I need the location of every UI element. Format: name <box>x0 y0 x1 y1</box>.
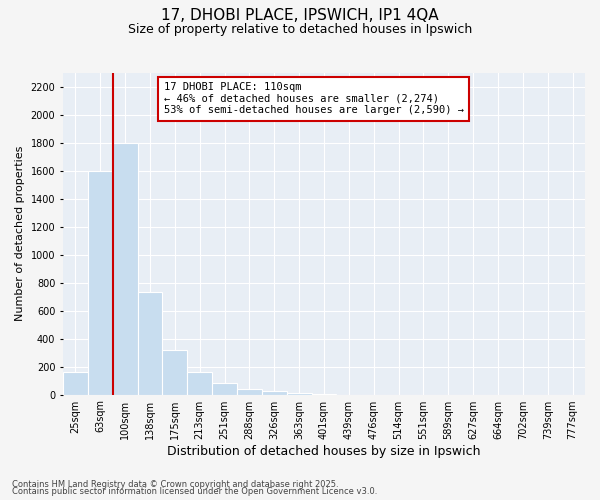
Text: Contains HM Land Registry data © Crown copyright and database right 2025.: Contains HM Land Registry data © Crown c… <box>12 480 338 489</box>
Bar <box>187 372 212 394</box>
Bar <box>237 389 262 394</box>
Text: 17, DHOBI PLACE, IPSWICH, IP1 4QA: 17, DHOBI PLACE, IPSWICH, IP1 4QA <box>161 8 439 22</box>
Text: 17 DHOBI PLACE: 110sqm
← 46% of detached houses are smaller (2,274)
53% of semi-: 17 DHOBI PLACE: 110sqm ← 46% of detached… <box>164 82 464 116</box>
Bar <box>212 384 237 394</box>
Bar <box>137 292 163 394</box>
Bar <box>163 350 187 395</box>
Bar <box>113 142 137 394</box>
Y-axis label: Number of detached properties: Number of detached properties <box>15 146 25 321</box>
Bar <box>287 393 311 394</box>
Bar <box>63 372 88 394</box>
X-axis label: Distribution of detached houses by size in Ipswich: Distribution of detached houses by size … <box>167 444 481 458</box>
Bar <box>262 391 287 394</box>
Text: Contains public sector information licensed under the Open Government Licence v3: Contains public sector information licen… <box>12 487 377 496</box>
Text: Size of property relative to detached houses in Ipswich: Size of property relative to detached ho… <box>128 22 472 36</box>
Bar <box>88 170 113 394</box>
